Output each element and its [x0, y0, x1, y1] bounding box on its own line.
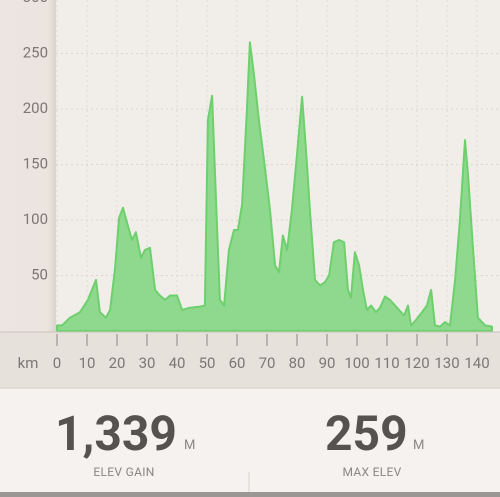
- x-tick-label: 140: [464, 354, 489, 372]
- x-tick-label: 0: [53, 354, 61, 372]
- stat-label: MAX ELEV: [342, 465, 401, 479]
- x-tick-label: 50: [199, 354, 216, 372]
- y-tick-label: 250: [23, 43, 48, 61]
- bottom-bar: [0, 492, 500, 497]
- x-tick-label: 120: [404, 354, 429, 372]
- x-tick-label: 70: [259, 354, 276, 372]
- x-axis-label: km: [18, 354, 39, 372]
- y-tick-label: 50: [31, 265, 48, 283]
- x-tick-label: 100: [344, 354, 369, 372]
- x-tick-label: 110: [374, 354, 399, 372]
- y-tick-label: 200: [23, 99, 48, 117]
- x-tick-label: 10: [79, 354, 96, 372]
- y-tick-label: 300: [23, 0, 48, 6]
- stat-value: 1,339: [55, 405, 177, 462]
- stat-label: ELEV GAIN: [93, 465, 154, 479]
- x-tick-label: 60: [229, 354, 246, 372]
- x-tick-label: 90: [319, 354, 336, 372]
- stat-value: 259: [325, 405, 408, 462]
- stats-panel: [0, 389, 500, 493]
- stat-unit: M: [184, 438, 195, 453]
- x-tick-label: 130: [434, 354, 459, 372]
- stat-unit: M: [413, 438, 424, 453]
- axis-panel: [0, 0, 56, 332]
- elevation-area: [56, 41, 493, 332]
- y-tick-label: 150: [23, 154, 48, 172]
- x-tick-label: 40: [169, 354, 186, 372]
- y-tick-label: 100: [23, 210, 48, 228]
- x-tick-label: 20: [109, 354, 126, 372]
- x-tick-label: 80: [289, 354, 306, 372]
- x-tick-label: 30: [139, 354, 156, 372]
